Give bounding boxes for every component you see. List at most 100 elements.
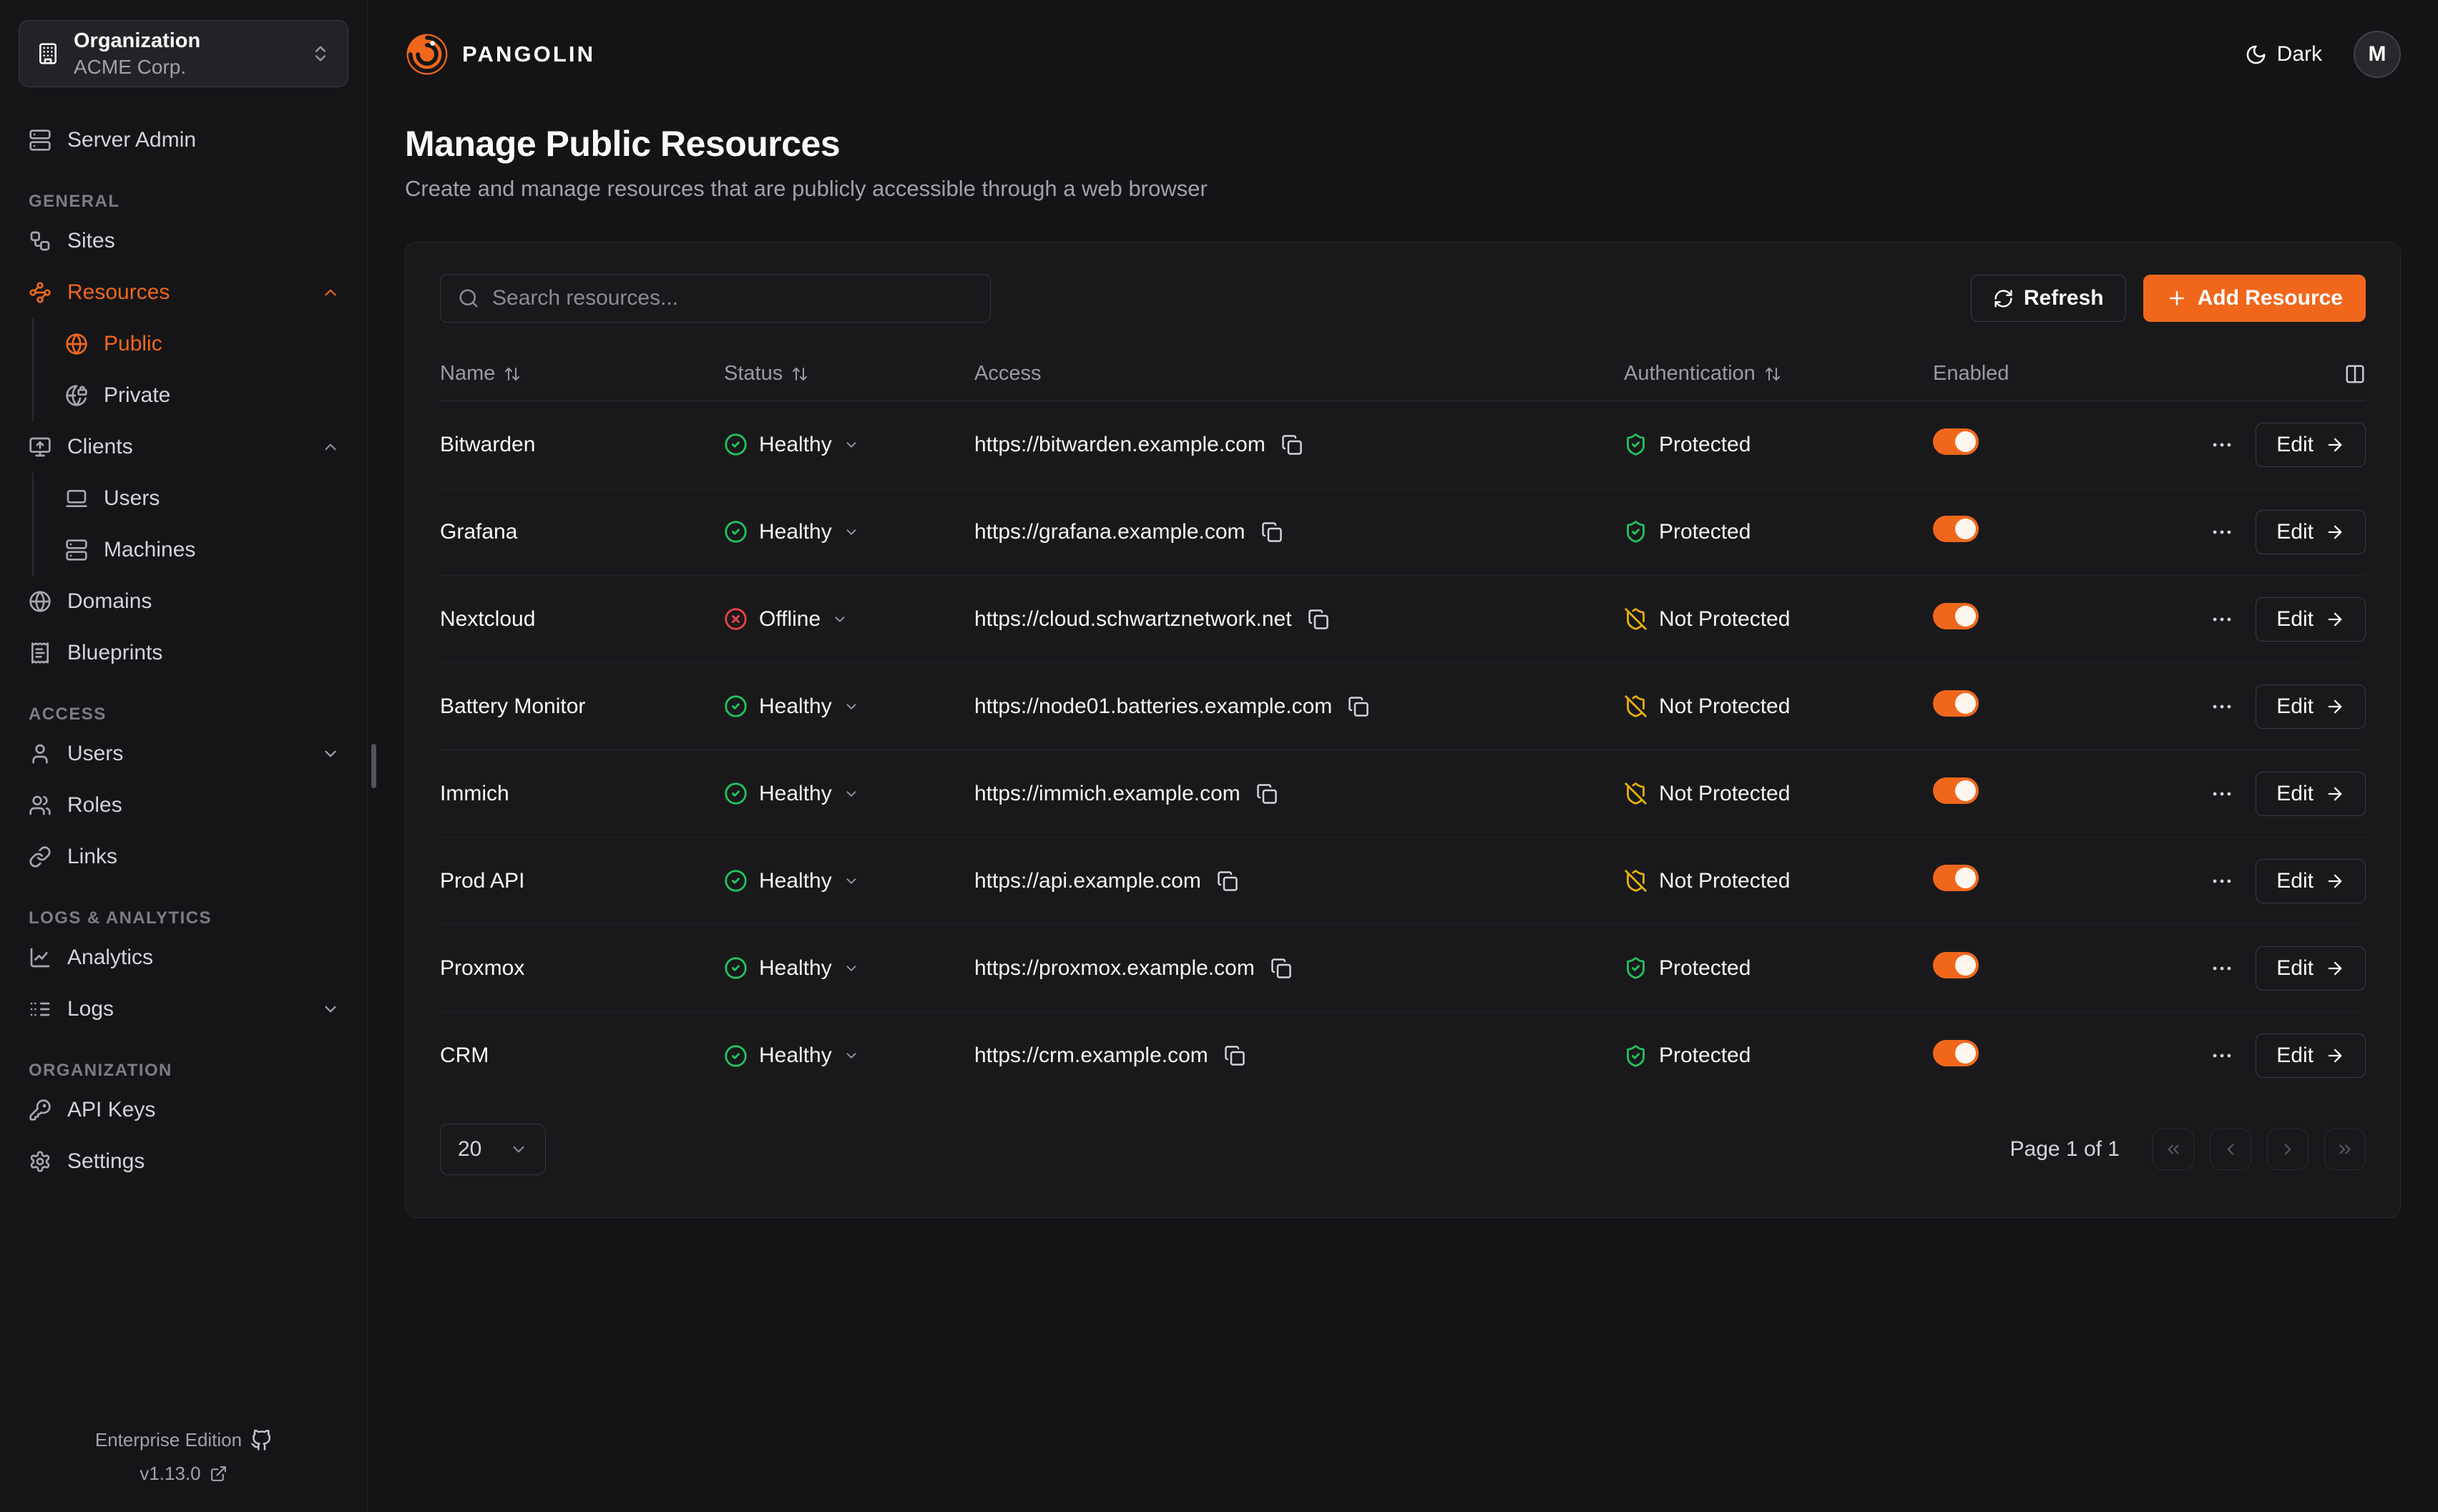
sidebar-item-logs[interactable]: Logs	[19, 983, 348, 1035]
last-page-button[interactable]	[2324, 1129, 2366, 1170]
edit-label: Edit	[2276, 956, 2314, 980]
status-dropdown[interactable]: Healthy	[724, 433, 974, 457]
healthy-icon	[724, 782, 748, 805]
arrow-right-icon	[2328, 525, 2342, 539]
table-row: Immich Healthy https://immich.example.co…	[440, 750, 2366, 838]
edit-label: Edit	[2276, 432, 2314, 456]
sidebar-item-roles[interactable]: Roles	[19, 780, 348, 831]
enabled-toggle[interactable]	[1933, 428, 1979, 455]
edition-link[interactable]: Enterprise Edition	[95, 1429, 272, 1451]
resource-url[interactable]: https://node01.batteries.example.com	[974, 694, 1333, 718]
row-menu-button[interactable]	[2210, 782, 2234, 806]
edit-button[interactable]: Edit	[2256, 1034, 2366, 1078]
org-selector[interactable]: Organization ACME Corp.	[19, 20, 348, 87]
sidebar-item-public[interactable]: Public	[34, 318, 348, 370]
copy-url-button[interactable]	[1224, 1045, 1245, 1066]
status-label: Healthy	[759, 694, 832, 718]
sidebar-item-users[interactable]: Users	[19, 728, 348, 780]
enabled-toggle[interactable]	[1933, 865, 1979, 891]
enabled-toggle[interactable]	[1933, 516, 1979, 542]
copy-url-button[interactable]	[1348, 696, 1369, 717]
chevron-down-icon	[513, 1146, 524, 1153]
status-dropdown[interactable]: Healthy	[724, 869, 974, 893]
column-header-name[interactable]: Name	[440, 362, 724, 386]
chevron-down-icon	[846, 529, 856, 535]
row-menu-button[interactable]	[2210, 694, 2234, 719]
resource-url[interactable]: https://bitwarden.example.com	[974, 432, 1265, 456]
sidebar-item-machines[interactable]: Machines	[34, 524, 348, 576]
resource-url[interactable]: https://crm.example.com	[974, 1044, 1208, 1067]
column-header-authentication[interactable]: Authentication	[1624, 362, 1933, 386]
column-header-status[interactable]: Status	[724, 362, 974, 386]
refresh-button[interactable]: Refresh	[1970, 275, 2126, 322]
row-menu-button[interactable]	[2210, 607, 2234, 632]
resource-url[interactable]: https://cloud.schwartznetwork.net	[974, 607, 1292, 631]
toggle-knob	[1955, 431, 1976, 452]
next-page-button[interactable]	[2267, 1129, 2309, 1170]
enabled-toggle[interactable]	[1933, 690, 1979, 717]
avatar[interactable]: M	[2354, 31, 2401, 78]
brand[interactable]: PANGOLIN	[405, 32, 595, 77]
sidebar-item-client-users[interactable]: Users	[34, 473, 348, 524]
status-dropdown[interactable]: Healthy	[724, 956, 974, 981]
row-menu-button[interactable]	[2210, 869, 2234, 893]
add-resource-button[interactable]: Add Resource	[2143, 275, 2366, 322]
edit-button[interactable]: Edit	[2256, 946, 2366, 991]
theme-toggle-button[interactable]: Dark	[2245, 42, 2322, 67]
key-icon	[29, 1099, 51, 1121]
copy-url-button[interactable]	[1261, 521, 1283, 543]
edit-button[interactable]: Edit	[2256, 771, 2366, 816]
sidebar-item-sites[interactable]: Sites	[19, 215, 348, 267]
column-visibility-button[interactable]	[2344, 363, 2366, 385]
sidebar-item-blueprints[interactable]: Blueprints	[19, 627, 348, 679]
edit-button[interactable]: Edit	[2256, 684, 2366, 729]
resource-url[interactable]: https://immich.example.com	[974, 781, 1240, 805]
first-page-button[interactable]	[2153, 1129, 2194, 1170]
copy-url-button[interactable]	[1271, 958, 1292, 979]
row-menu-button[interactable]	[2210, 433, 2234, 457]
version-link[interactable]: v1.13.0	[139, 1463, 227, 1485]
edit-button[interactable]: Edit	[2256, 597, 2366, 642]
sidebar-item-analytics[interactable]: Analytics	[19, 932, 348, 983]
sidebar-item-api-keys[interactable]: API Keys	[19, 1084, 348, 1136]
sort-icon	[793, 367, 808, 381]
status-dropdown[interactable]: Healthy	[724, 782, 974, 806]
status-dropdown[interactable]: Healthy	[724, 520, 974, 544]
copy-url-button[interactable]	[1308, 609, 1329, 630]
copy-url-button[interactable]	[1256, 783, 1278, 805]
table-body: Bitwarden Healthy https://bitwarden.exam…	[440, 401, 2366, 1099]
sidebar-item-clients[interactable]: Clients	[19, 421, 348, 473]
copy-url-button[interactable]	[1217, 870, 1238, 892]
status-dropdown[interactable]: Healthy	[724, 1044, 974, 1068]
status-dropdown[interactable]: Healthy	[724, 694, 974, 719]
search-input[interactable]	[492, 286, 973, 310]
enabled-toggle[interactable]	[1933, 777, 1979, 804]
resource-url[interactable]: https://api.example.com	[974, 868, 1201, 893]
row-menu-button[interactable]	[2210, 520, 2234, 544]
row-menu-button[interactable]	[2210, 956, 2234, 981]
sidebar-scrollbar-thumb[interactable]	[371, 744, 376, 788]
sidebar-item-server-admin[interactable]: Server Admin	[19, 114, 348, 166]
sidebar-item-resources[interactable]: Resources	[19, 267, 348, 318]
previous-page-button[interactable]	[2210, 1129, 2251, 1170]
ellipsis-icon	[2213, 443, 2231, 446]
edit-button[interactable]: Edit	[2256, 858, 2366, 903]
status-dropdown[interactable]: Offline	[724, 607, 974, 632]
copy-url-button[interactable]	[1281, 434, 1303, 456]
table-row: Grafana Healthy https://grafana.example.…	[440, 489, 2366, 576]
row-menu-button[interactable]	[2210, 1044, 2234, 1068]
sidebar-item-private[interactable]: Private	[34, 370, 348, 421]
enabled-toggle[interactable]	[1933, 603, 1979, 629]
status-label: Healthy	[759, 956, 832, 980]
enabled-toggle[interactable]	[1933, 1039, 1979, 1066]
sidebar-item-domains[interactable]: Domains	[19, 576, 348, 627]
edit-button[interactable]: Edit	[2256, 422, 2366, 467]
sidebar-item-links[interactable]: Links	[19, 831, 348, 883]
resource-url[interactable]: https://proxmox.example.com	[974, 956, 1255, 980]
enabled-toggle[interactable]	[1933, 952, 1979, 978]
edit-button[interactable]: Edit	[2256, 509, 2366, 554]
page-size-select[interactable]: 20	[440, 1124, 546, 1175]
sidebar-item-settings[interactable]: Settings	[19, 1136, 348, 1187]
resource-url[interactable]: https://grafana.example.com	[974, 519, 1245, 544]
building-icon	[39, 43, 57, 64]
